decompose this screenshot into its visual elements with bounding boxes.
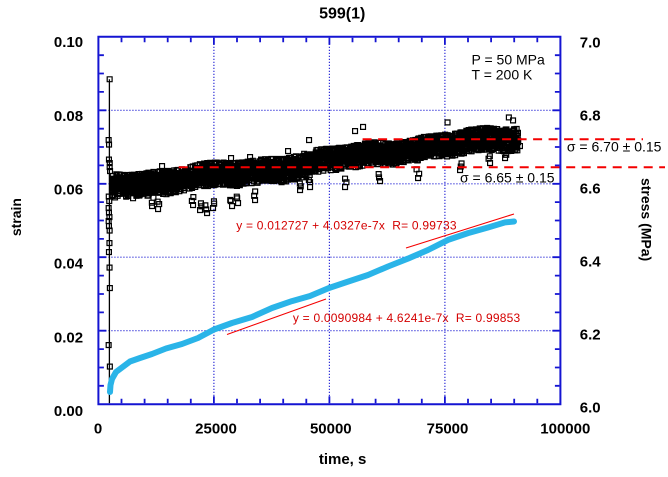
svg-text:6.2: 6.2 — [580, 327, 601, 344]
svg-text:599(1): 599(1) — [319, 6, 365, 23]
svg-text:0.10: 0.10 — [54, 34, 83, 51]
svg-text:25000: 25000 — [195, 420, 237, 437]
svg-text:6.0: 6.0 — [580, 400, 601, 417]
svg-text:σ = 6.65 ± 0.15: σ = 6.65 ± 0.15 — [460, 170, 555, 186]
svg-text:0.02: 0.02 — [54, 329, 83, 346]
svg-text:T = 200 K: T = 200 K — [472, 66, 534, 82]
svg-text:0.08: 0.08 — [54, 108, 83, 125]
svg-text:6.6: 6.6 — [580, 181, 601, 198]
svg-text:σ = 6.70 ± 0.15: σ = 6.70 ± 0.15 — [567, 138, 662, 154]
svg-text:time, s: time, s — [319, 451, 367, 468]
svg-text:0.04: 0.04 — [54, 256, 84, 273]
svg-text:6.8: 6.8 — [580, 108, 601, 125]
svg-text:0.06: 0.06 — [54, 182, 83, 199]
svg-text:0: 0 — [94, 420, 102, 437]
svg-text:y = 0.0090984 + 4.6241e-7x R=: y = 0.0090984 + 4.6241e-7x R= 0.99853 — [293, 311, 521, 325]
svg-text:75000: 75000 — [427, 420, 469, 437]
svg-text:50000: 50000 — [310, 420, 352, 437]
svg-text:100000: 100000 — [540, 420, 590, 437]
svg-text:0.00: 0.00 — [54, 403, 83, 420]
svg-text:strain: strain — [8, 198, 24, 236]
svg-text:y = 0.012727 + 4.0327e-7x R=: y = 0.012727 + 4.0327e-7x R= 0.99733 — [236, 218, 457, 232]
svg-text:P = 50 MPa: P = 50 MPa — [472, 52, 546, 68]
svg-text:6.4: 6.4 — [580, 254, 602, 271]
svg-text:stress (MPa): stress (MPa) — [638, 178, 654, 261]
svg-text:7.0: 7.0 — [580, 35, 601, 52]
